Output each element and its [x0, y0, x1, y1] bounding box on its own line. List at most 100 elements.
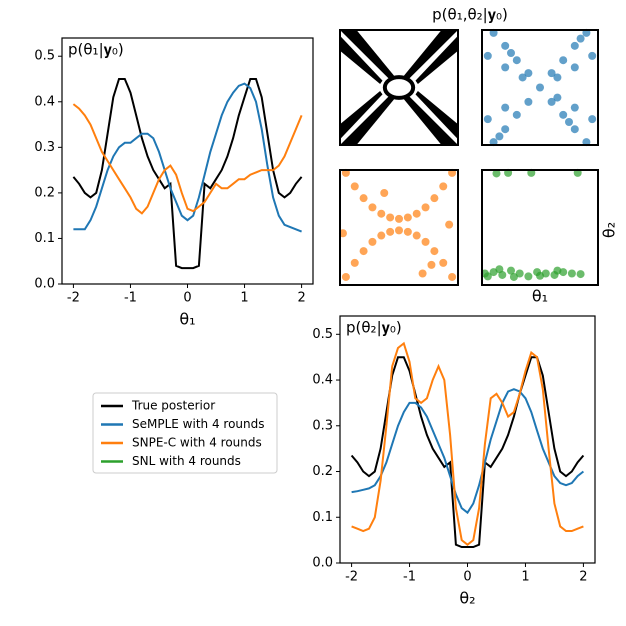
y-tick-label: 0.1	[34, 231, 55, 246]
y-tick-label: 0.2	[312, 464, 333, 479]
x-tick-label: 1	[240, 291, 248, 306]
y-tick-label: 0.3	[34, 140, 55, 155]
legend-label: True posterior	[131, 399, 215, 413]
x-tick-label: 0	[463, 570, 471, 585]
scatter-point	[359, 194, 368, 203]
joint-x-label: θ₁	[532, 287, 548, 306]
scatter-point	[515, 269, 524, 278]
scatter-point	[412, 231, 421, 240]
line	[73, 82, 302, 233]
scatter-point	[565, 118, 573, 126]
legend-label: SNPE-C with 4 rounds	[132, 436, 262, 450]
density-band	[403, 95, 458, 145]
legend-box	[92, 392, 278, 474]
x-tick-label: -1	[403, 570, 416, 585]
panel-frame	[339, 29, 459, 146]
scatter-point	[448, 272, 457, 281]
axes-frame	[61, 37, 314, 285]
scatter-point	[368, 237, 377, 246]
scatter-point	[395, 214, 403, 223]
x-axis-label: θ₂	[459, 589, 475, 608]
scatter-point	[495, 132, 504, 141]
scatter-point	[427, 260, 436, 269]
scatter-point	[377, 231, 386, 240]
joint-y-label: θ₂	[600, 222, 619, 238]
scatter-point	[412, 209, 421, 218]
scatter-point	[501, 63, 510, 72]
y-tick-label: 0.5	[312, 327, 333, 342]
scatter-point	[553, 73, 562, 82]
line	[72, 103, 303, 215]
scatter-point	[445, 220, 454, 229]
y-tick-label: 0.5	[34, 49, 55, 64]
chart-title: p(θ₁|𝐲₀)	[68, 41, 124, 59]
x-tick-label: -1	[124, 291, 137, 306]
y-tick-label: 0.4	[312, 373, 333, 388]
scatter-point	[377, 209, 386, 218]
density-band	[415, 91, 458, 140]
x-tick-label: -2	[67, 291, 80, 306]
scatter-point	[403, 213, 412, 222]
scatter-point	[483, 51, 492, 60]
scatter-point	[567, 269, 576, 278]
scatter-point	[501, 41, 510, 50]
scatter-point	[501, 125, 510, 134]
scatter-point	[553, 266, 562, 275]
density-band	[340, 91, 383, 140]
scatter-point	[430, 194, 439, 203]
density-ring	[382, 75, 416, 100]
scatter-point	[421, 237, 430, 246]
panel-frame	[339, 169, 459, 286]
scatter-point	[386, 227, 395, 236]
density-band	[340, 95, 395, 145]
scatter-point	[430, 247, 439, 256]
scatter-point	[553, 93, 562, 102]
scatter-point	[524, 69, 533, 78]
scatter-point	[386, 213, 395, 222]
legend-label: SNL with 4 rounds	[132, 454, 241, 468]
scatter-point	[518, 73, 527, 82]
line	[72, 78, 303, 270]
scatter-point	[350, 182, 359, 191]
scatter-point	[570, 103, 579, 112]
scatter-point	[588, 115, 597, 124]
x-tick-label: 2	[297, 291, 305, 306]
line	[351, 388, 585, 515]
x-axis-label: θ₁	[179, 310, 195, 329]
scatter-point	[403, 227, 412, 236]
scatter-point	[512, 110, 521, 119]
scatter-point	[570, 125, 579, 134]
scatter-point	[418, 269, 427, 278]
scatter-point	[570, 63, 579, 72]
axes-frame	[339, 315, 596, 564]
scatter-point	[495, 265, 504, 274]
x-tick-label: 0	[183, 291, 191, 306]
scatter-point	[501, 103, 510, 112]
line	[351, 341, 584, 546]
joint-title: p(θ₁,θ₂|𝐲₀)	[432, 6, 508, 24]
scatter-point	[483, 115, 492, 124]
scatter-point	[439, 258, 448, 267]
x-tick-label: 2	[579, 570, 587, 585]
scatter-point	[547, 97, 556, 106]
scatter-point	[350, 258, 359, 267]
scatter-point	[395, 226, 403, 235]
scatter-point	[507, 49, 515, 57]
y-tick-label: 0.0	[312, 556, 333, 571]
y-tick-label: 0.0	[34, 277, 55, 292]
scatter-point	[588, 51, 597, 60]
scatter-point	[576, 270, 585, 279]
legend-label: SeMPLE with 4 rounds	[132, 417, 265, 431]
scatter-point	[439, 182, 448, 191]
scatter-point	[570, 41, 579, 50]
scatter-point	[559, 110, 568, 119]
y-tick-label: 0.3	[312, 418, 333, 433]
y-tick-label: 0.2	[34, 185, 55, 200]
scatter-point	[524, 272, 533, 281]
y-tick-label: 0.1	[312, 510, 333, 525]
scatter-point	[509, 272, 518, 281]
density-band	[340, 35, 383, 84]
scatter-point	[524, 97, 533, 106]
